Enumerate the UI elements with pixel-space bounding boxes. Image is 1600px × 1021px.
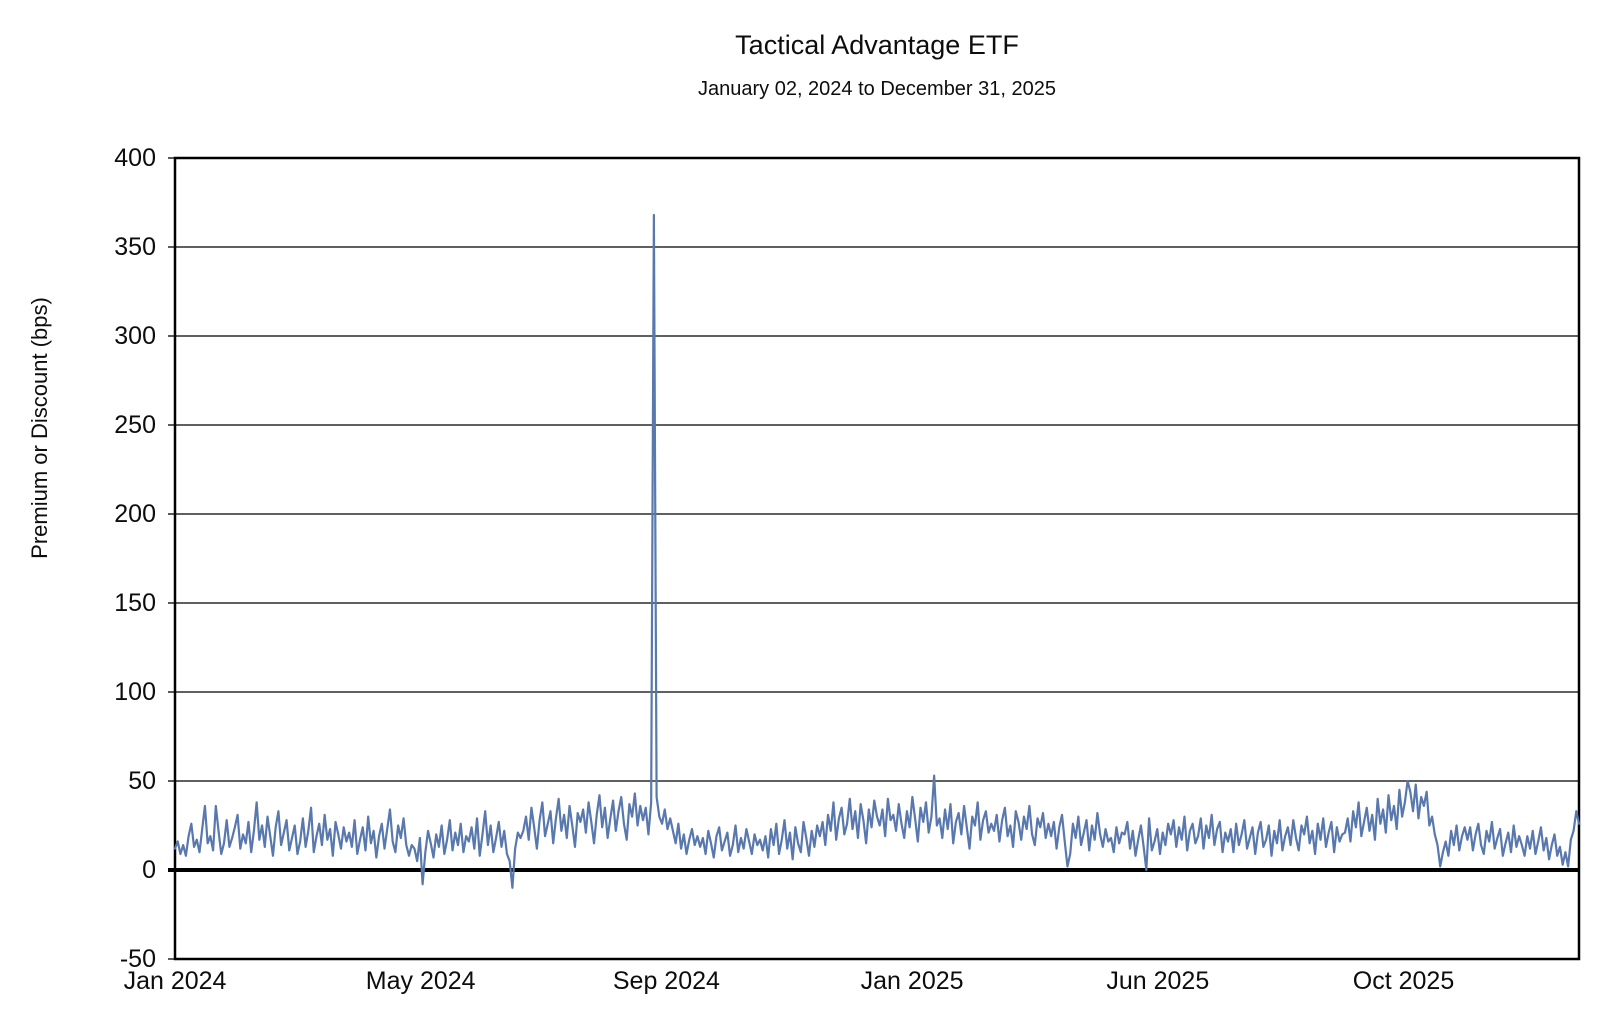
y-tick-label: 0 [142, 856, 156, 884]
y-tick-label: -50 [119, 945, 156, 973]
y-tick-label: 200 [114, 500, 156, 528]
chart-title: Tactical Advantage ETF [735, 30, 1019, 60]
series-line [173, 213, 1581, 889]
y-tick-label: 100 [114, 678, 156, 706]
premium-discount-line-chart [168, 156, 1581, 961]
x-tick-label: Sep 2024 [612, 967, 720, 995]
plot-area [168, 156, 1581, 961]
y-tick-label: 150 [114, 589, 156, 617]
x-tick-label: Jun 2025 [1106, 967, 1210, 995]
chart-subtitle: January 02, 2024 to December 31, 2025 [697, 78, 1057, 100]
x-tick-label: Jan 2025 [860, 967, 964, 995]
y-tick-label: 300 [114, 322, 156, 350]
y-tick-label: 50 [128, 767, 156, 795]
x-tick-label: Oct 2025 [1352, 967, 1455, 995]
y-tick-label: 400 [114, 144, 156, 172]
x-tick-label: May 2024 [365, 967, 476, 995]
y-tick-label: 250 [114, 411, 156, 439]
x-tick-label: Jan 2024 [123, 967, 227, 995]
y-tick-label: 350 [114, 233, 156, 261]
plot-border [173, 156, 1581, 961]
